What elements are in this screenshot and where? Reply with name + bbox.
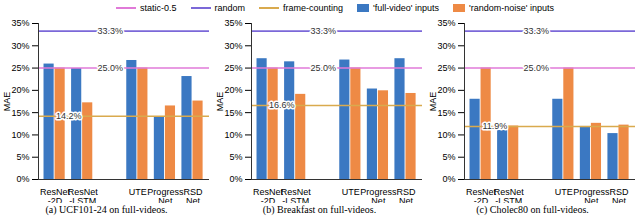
svg-text:30%: 30% — [11, 41, 29, 51]
svg-text:ResNet-2D: ResNet-2D — [466, 187, 497, 203]
svg-text:25.0%: 25.0% — [523, 63, 549, 73]
svg-text:25.0%: 25.0% — [310, 63, 336, 73]
svg-text:10%: 10% — [224, 130, 242, 140]
html-text:(b) Breakfast on full-videos.: (b) Breakfast on full-videos. — [262, 204, 377, 215]
svg-text:0%: 0% — [16, 174, 29, 184]
svg-text:UTE: UTE — [555, 187, 573, 197]
svg-text:35%: 35% — [11, 18, 29, 28]
html-text:(a) UCF101-24 on full-videos.: (a) UCF101-24 on full-videos. — [45, 204, 168, 215]
svg-text:33.3%: 33.3% — [97, 26, 123, 36]
svg-text:33.3%: 33.3% — [523, 26, 549, 36]
svg-text:25%: 25% — [11, 63, 29, 73]
svg-text:10%: 10% — [11, 130, 29, 140]
svg-text:0%: 0% — [229, 174, 242, 184]
svg-text:30%: 30% — [437, 41, 455, 51]
svg-text:35%: 35% — [437, 18, 455, 28]
svg-text:ProgressNet: ProgressNet — [360, 187, 397, 203]
svg-text:RSDNet: RSDNet — [183, 187, 203, 203]
html-text:frame-counting: frame-counting — [283, 2, 343, 13]
svg-text:ResNet-2D: ResNet-2D — [253, 187, 284, 203]
svg-text:20%: 20% — [11, 85, 29, 95]
svg-text:11.9%: 11.9% — [482, 121, 507, 131]
svg-text:30%: 30% — [224, 41, 242, 51]
svg-text:25.0%: 25.0% — [97, 63, 123, 73]
svg-text:16.6%: 16.6% — [269, 100, 295, 110]
svg-text:15%: 15% — [224, 108, 242, 118]
svg-text:RSDNet: RSDNet — [609, 187, 629, 203]
svg-text:ResNet-LSTM: ResNet-LSTM — [281, 187, 312, 203]
svg-text:15%: 15% — [11, 108, 29, 118]
svg-text:25%: 25% — [437, 63, 455, 73]
svg-text:35%: 35% — [224, 18, 242, 28]
svg-text:ResNet-2D: ResNet-2D — [40, 187, 71, 203]
svg-text:ResNet-LSTM: ResNet-LSTM — [68, 187, 99, 203]
svg-text:33.3%: 33.3% — [310, 26, 336, 36]
html-text:'full-video' inputs: 'full-video' inputs — [373, 2, 439, 13]
html-text:(c) Cholec80 on full-videos.: (c) Cholec80 on full-videos. — [476, 204, 589, 215]
svg-text:MAE: MAE — [215, 92, 225, 112]
html-text:random: random — [214, 2, 245, 13]
svg-text:ProgressNet: ProgressNet — [147, 187, 184, 203]
svg-text:5%: 5% — [16, 152, 29, 162]
svg-text:14.2%: 14.2% — [56, 111, 82, 121]
svg-text:5%: 5% — [229, 152, 242, 162]
svg-text:UTE: UTE — [342, 187, 360, 197]
svg-text:5%: 5% — [442, 152, 455, 162]
svg-text:ProgressNet: ProgressNet — [573, 187, 610, 203]
svg-text:20%: 20% — [224, 85, 242, 95]
svg-text:0%: 0% — [442, 174, 455, 184]
svg-text:UTE: UTE — [129, 187, 147, 197]
svg-text:20%: 20% — [437, 85, 455, 95]
svg-text:MAE: MAE — [428, 92, 438, 112]
svg-text:MAE: MAE — [2, 92, 12, 112]
svg-text:10%: 10% — [437, 130, 455, 140]
svg-text:ResNet-LSTM: ResNet-LSTM — [494, 187, 525, 203]
html-text:'random-noise' inputs: 'random-noise' inputs — [469, 2, 554, 13]
svg-text:25%: 25% — [224, 63, 242, 73]
html-text:static-0.5: static-0.5 — [140, 2, 177, 13]
svg-text:RSDNet: RSDNet — [396, 187, 416, 203]
svg-text:15%: 15% — [437, 108, 455, 118]
